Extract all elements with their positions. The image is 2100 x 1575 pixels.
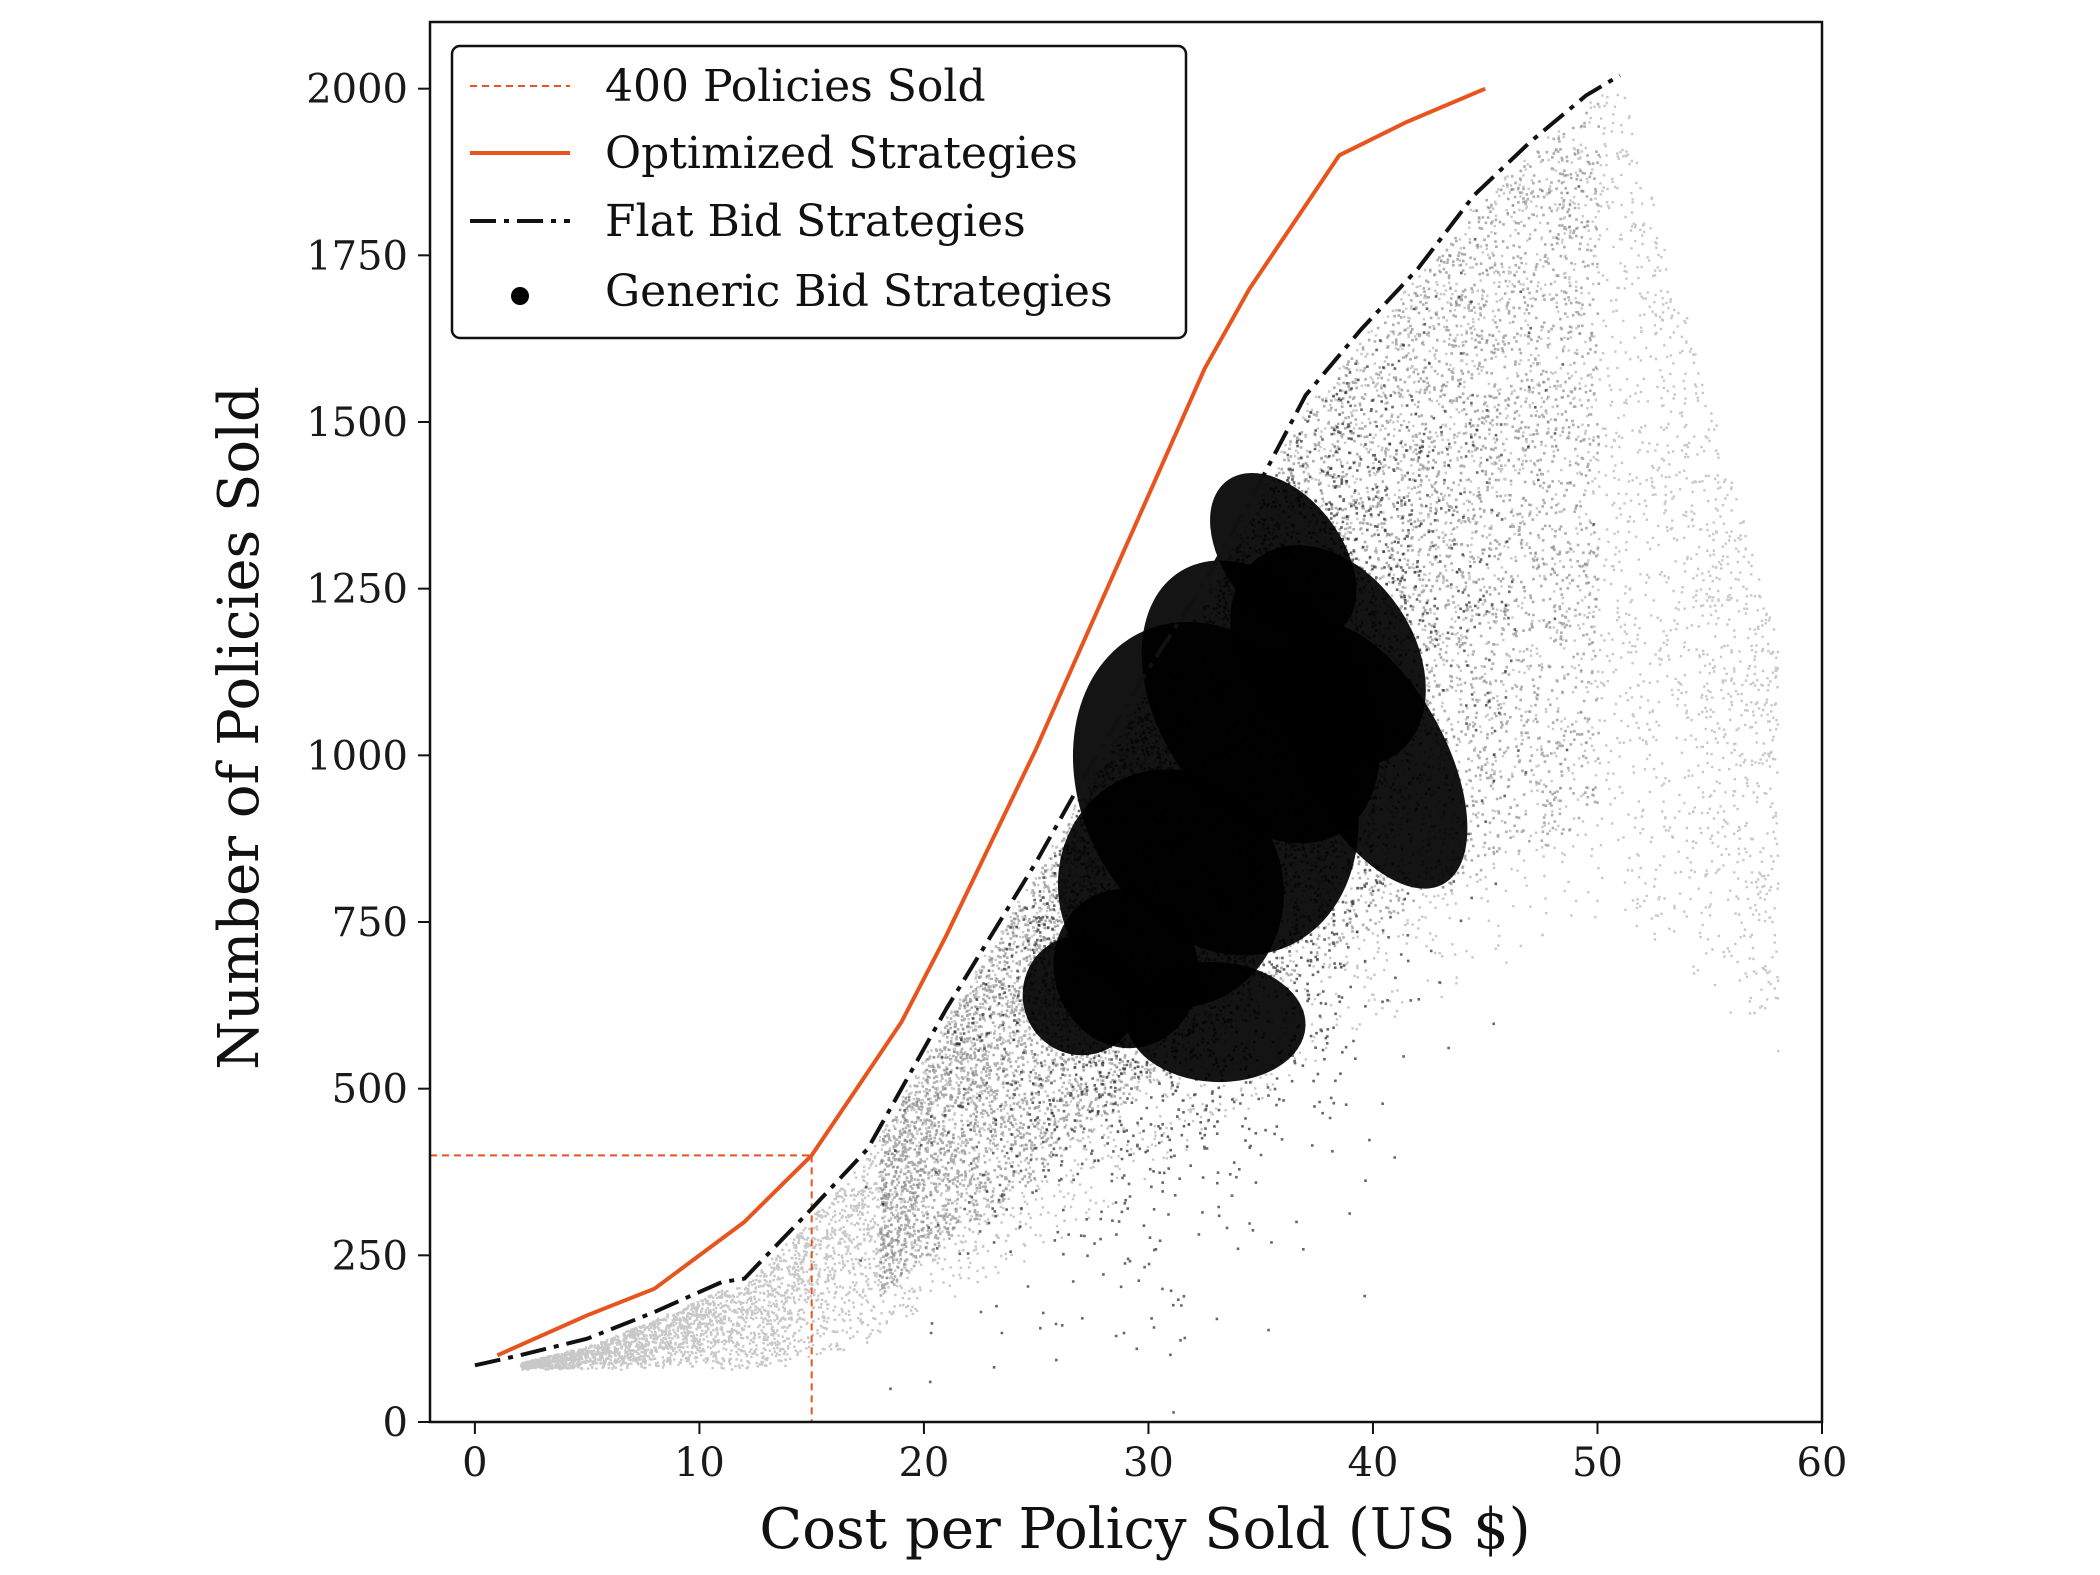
y-tick-label: 2000 (306, 67, 408, 113)
optimized-strategies-line (496, 86, 1486, 1358)
y-tick-label: 500 (332, 1067, 408, 1113)
y-tick-label: 750 (332, 900, 408, 946)
flat-bid-strategies-line (474, 73, 1621, 1368)
x-axis-ticks: 0 10 20 30 40 50 60 (462, 1422, 1847, 1486)
legend-label-400-policies: 400 Policies Sold (605, 61, 986, 112)
y-tick-label: 1750 (306, 233, 408, 279)
x-tick-label: 40 (1348, 1440, 1399, 1486)
legend-label-generic: Generic Bid Strategies (605, 266, 1113, 317)
legend-marker-generic (511, 287, 529, 305)
legend: 400 Policies Sold Optimized Strategies F… (450, 44, 1188, 340)
x-tick-label: 60 (1797, 1440, 1848, 1486)
plot-frame (428, 20, 1824, 1424)
generic-strategies-core-dots (859, 185, 1596, 1414)
y-tick-label: 1500 (306, 400, 408, 446)
legend-label-flat: Flat Bid Strategies (605, 196, 1026, 247)
x-tick-label: 20 (898, 1440, 949, 1486)
y-axis-label: Number of Policies Sold (207, 386, 272, 1070)
y-tick-label: 1250 (306, 567, 408, 613)
x-tick-label: 30 (1123, 1440, 1174, 1486)
x-tick-label: 50 (1572, 1440, 1623, 1486)
y-tick-label: 250 (332, 1233, 408, 1279)
generic-strategies-dense-core (859, 185, 1596, 1414)
generic-strategies-core-blob (1022, 935, 1140, 1056)
y-tick-label: 0 (383, 1400, 408, 1446)
generic-strategies-core-blob (1278, 622, 1468, 889)
x-axis-label: Cost per Policy Sold (US $) (759, 1497, 1530, 1562)
reference-400-lines (430, 1154, 813, 1422)
y-tick-label: 1000 (306, 733, 408, 779)
generic-strategies-cloud (519, 93, 1780, 1414)
legend-label-optimized: Optimized Strategies (605, 128, 1078, 179)
y-axis-ticks: 0 250 500 750 1000 1250 1500 1750 2000 (306, 67, 430, 1446)
x-tick-label: 0 (462, 1440, 487, 1486)
x-tick-label: 10 (674, 1440, 725, 1486)
legend-box (450, 44, 1188, 340)
